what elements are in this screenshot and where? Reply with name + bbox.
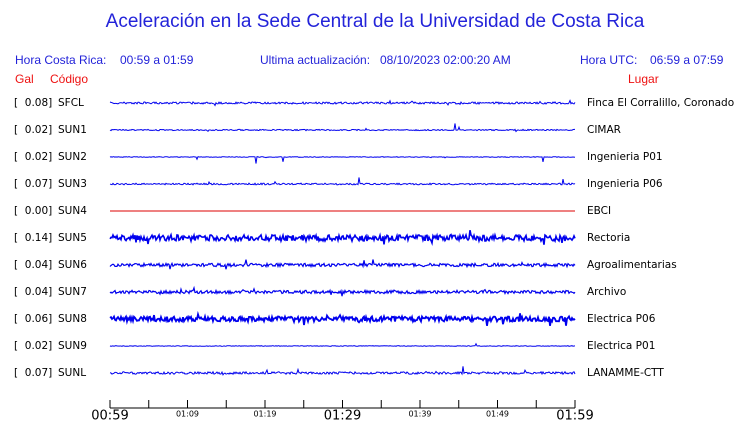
time-label: 01:09 [176, 410, 199, 419]
gal-value: [ 0.02] [14, 124, 52, 136]
gal-value: [ 0.00] [14, 205, 52, 217]
station-place: LANAMME-CTT [587, 367, 664, 379]
waveform [109, 285, 576, 297]
station-code: SUN5 [58, 232, 87, 244]
waveform [109, 310, 576, 326]
waveform [109, 123, 575, 133]
time-label: 01:29 [324, 409, 361, 423]
waveform [109, 342, 576, 347]
time-label: 01:49 [486, 410, 509, 419]
gal-value: [ 0.06] [14, 313, 52, 325]
gal-value: [ 0.02] [14, 151, 52, 163]
gal-value: [ 0.02] [14, 340, 52, 352]
waveform [109, 156, 576, 164]
place-heading: Lugar [628, 72, 659, 86]
time-label: 01:39 [408, 410, 431, 419]
waveform [109, 259, 576, 270]
gal-value: [ 0.07] [14, 178, 52, 190]
station-place: Agroalimentarias [587, 259, 677, 271]
station-code: SFCL [58, 97, 84, 109]
code-heading: Código [50, 72, 88, 86]
station-code: SUNL [58, 367, 86, 379]
gal-value: [ 0.07] [14, 367, 52, 379]
station-place: Electrica P06 [587, 313, 656, 325]
waveform [109, 230, 576, 246]
gal-value: [ 0.04] [14, 259, 52, 271]
utc-label: Hora UTC: [580, 53, 637, 67]
local-label: Hora Costa Rica: [15, 53, 106, 67]
local-range: 00:59 a 01:59 [120, 53, 194, 67]
station-code: SUN3 [58, 178, 87, 190]
station-code: SUN4 [58, 205, 87, 217]
station-code: SUN8 [58, 313, 87, 325]
gal-heading: Gal [15, 72, 34, 86]
station-place: Ingenieria P01 [587, 151, 663, 163]
gal-value: [ 0.04] [14, 286, 52, 298]
station-place: Finca El Corralillo, Coronado [587, 97, 734, 109]
time-label: 01:19 [253, 410, 276, 419]
waveform [109, 99, 576, 107]
station-code: SUN7 [58, 286, 87, 298]
station-code: SUN1 [58, 124, 87, 136]
station-code: SUN9 [58, 340, 87, 352]
update-label: Ultima actualización: [260, 53, 370, 67]
utc-range: 06:59 a 07:59 [650, 53, 724, 67]
time-label: 00:59 [91, 409, 128, 423]
time-label: 01:59 [556, 409, 593, 423]
update-time: 08/10/2023 02:00:20 AM [380, 53, 511, 67]
station-code: SUN6 [58, 259, 87, 271]
station-place: Archivo [587, 286, 626, 298]
waveform [109, 366, 576, 376]
station-place: Electrica P01 [587, 340, 655, 352]
station-place: EBCI [587, 205, 611, 217]
title: Aceleración en la Sede Central de la Uni… [106, 11, 645, 32]
station-place: Ingenieria P06 [587, 178, 663, 190]
gal-value: [ 0.08] [14, 97, 52, 109]
station-place: CIMAR [587, 124, 621, 136]
station-place: Rectoria [587, 232, 630, 244]
waveform [109, 177, 576, 186]
gal-value: [ 0.14] [14, 232, 52, 244]
station-code: SUN2 [58, 151, 87, 163]
